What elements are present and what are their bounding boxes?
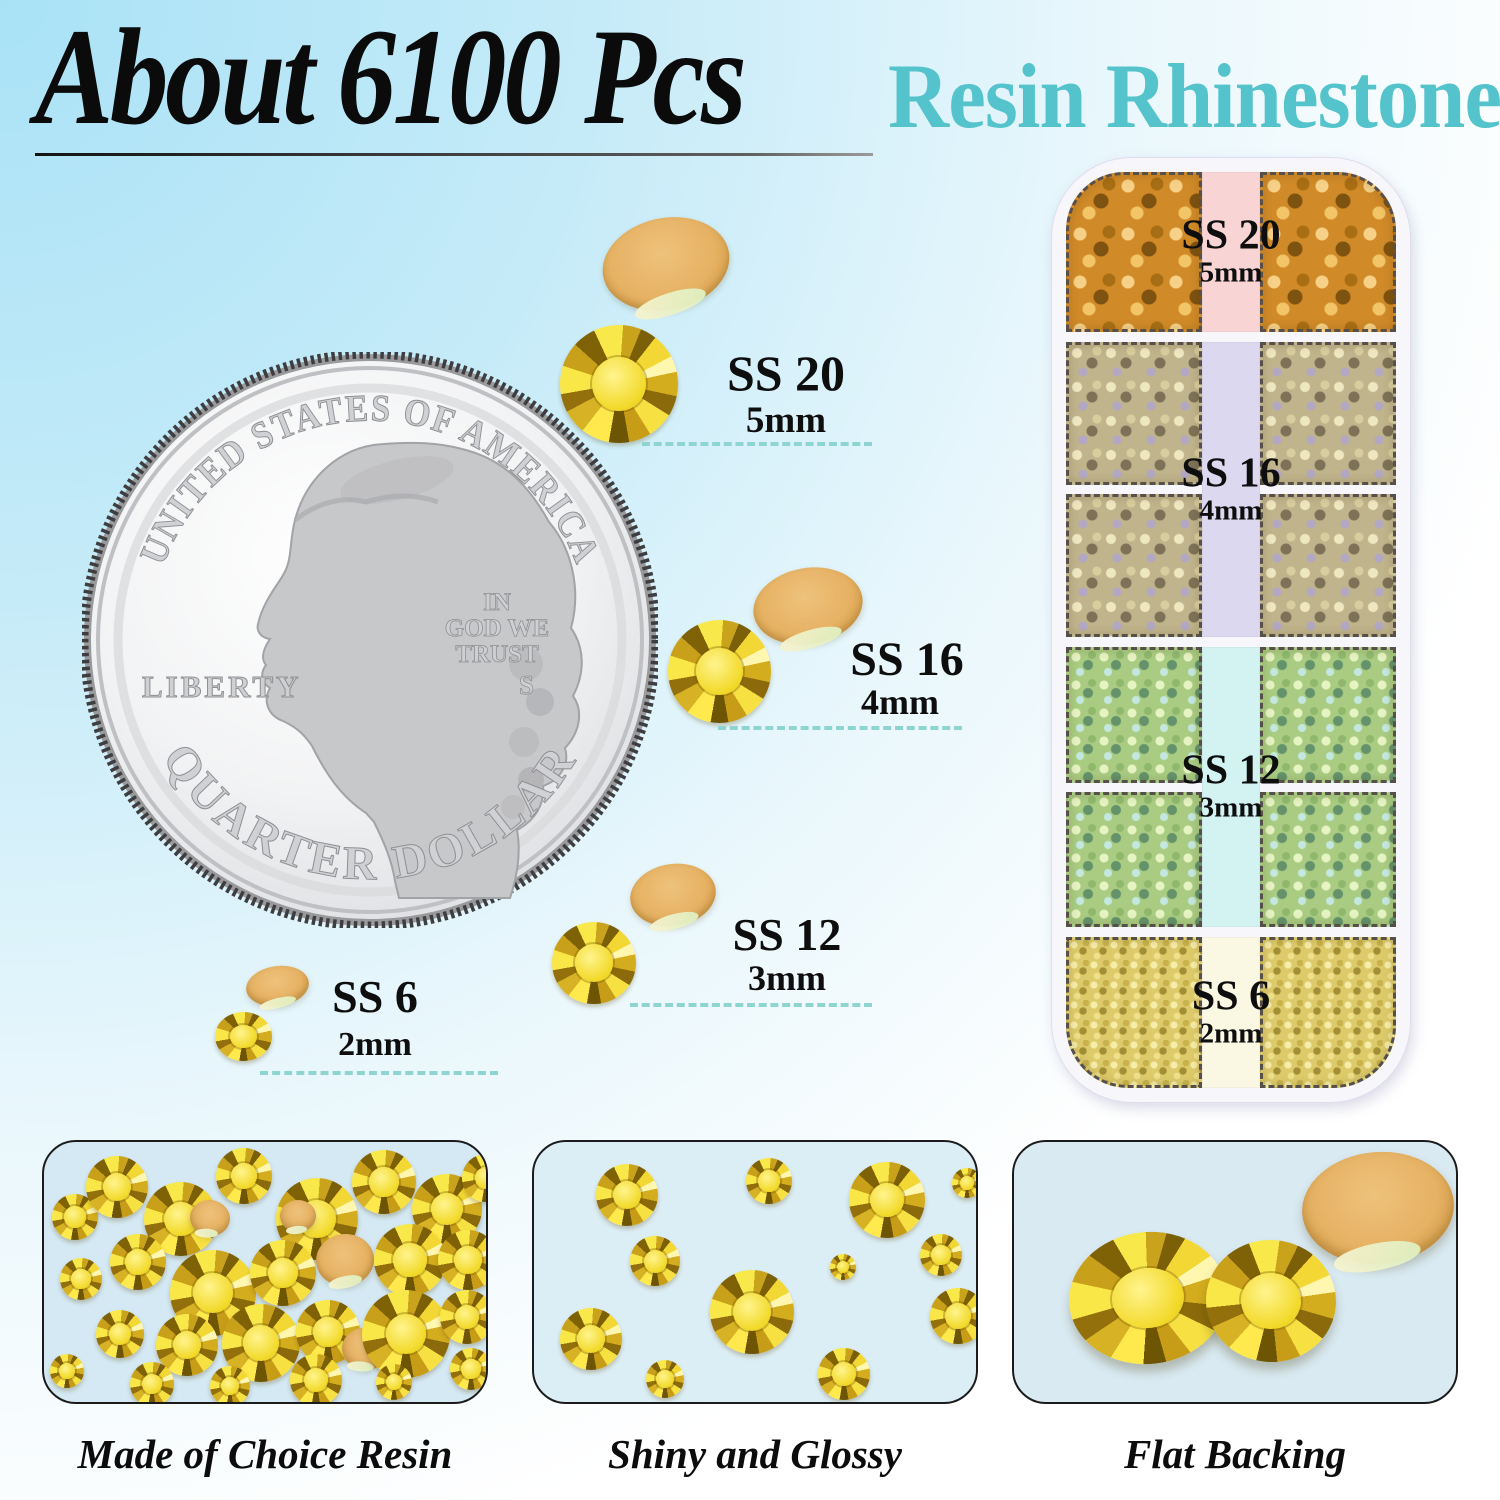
size-label: SS 16 [850, 633, 964, 686]
mm-label: 5mm [745, 400, 827, 441]
feature-photo-flatback [1012, 1140, 1458, 1404]
case-compartment [1066, 342, 1202, 485]
feature-photo-glossy [532, 1140, 978, 1404]
feature-caption-glossy: Shiny and Glossy [608, 1431, 902, 1477]
faceted-stone [560, 325, 678, 443]
case-strip-pink: SS 20 5mm [1181, 172, 1281, 332]
flat-back-stone [593, 205, 739, 323]
size-label: SS 12 [732, 909, 842, 960]
case-compartment [1066, 937, 1202, 1088]
page-subtitle: Resin Rhinestones [888, 45, 1500, 147]
case-section-ss12: SS 12 3mm [1066, 647, 1396, 927]
case-compartment [1066, 791, 1202, 927]
case-strip-cream: SS 6 2mm [1192, 937, 1270, 1088]
storage-case: SS 20 5mm SS 16 4mm [1052, 158, 1410, 1102]
coin-motto-line3: TRUST [455, 641, 539, 668]
feature-photo-resin [42, 1140, 488, 1404]
case-section-label: SS 16 4mm [1181, 449, 1281, 526]
feature-caption-flatback: Flat Backing [1123, 1431, 1347, 1477]
dashed-underline [642, 442, 872, 446]
case-section-label: SS 12 3mm [1181, 747, 1281, 824]
case-compartment [1260, 937, 1396, 1088]
case-compartment [1260, 494, 1396, 637]
faceted-stone [215, 1012, 272, 1061]
title-underline [35, 153, 873, 156]
case-section-ss6: SS 6 2mm [1066, 937, 1396, 1088]
case-compartment [1066, 647, 1202, 783]
quarter-coin-image: UNITED STATES OF AMERICA QUARTER DOLLAR … [82, 352, 658, 928]
case-strip-lavender: SS 16 4mm [1181, 342, 1281, 637]
page-title: About 6100 Pcs [35, 0, 747, 153]
dashed-underline [718, 726, 962, 730]
size-label: SS 20 [726, 345, 846, 401]
case-section-ss16: SS 16 4mm [1066, 342, 1396, 637]
faceted-stone [552, 922, 636, 1004]
case-compartment [1066, 494, 1202, 637]
case-strip-cyan: SS 12 3mm [1181, 647, 1281, 927]
feature-caption-resin: Made of Choice Resin [77, 1431, 453, 1477]
case-compartment [1260, 791, 1396, 927]
case-section-label: SS 20 5mm [1181, 212, 1281, 289]
mm-label: 3mm [748, 958, 826, 998]
case-section-label: SS 6 2mm [1191, 972, 1271, 1049]
coin-liberty-text: LIBERTY [142, 669, 301, 704]
coin-motto-line1: IN [483, 589, 511, 616]
coin-mint-mark: S [519, 670, 534, 700]
coin-motto-line2: GOD WE [445, 615, 549, 642]
coin-reeding [82, 352, 658, 928]
mm-label: 2mm [338, 1026, 412, 1063]
dashed-underline [260, 1071, 498, 1075]
size-label: SS 6 [332, 971, 418, 1022]
faceted-stone [668, 620, 771, 723]
case-compartment [1066, 172, 1202, 332]
case-compartment [1260, 172, 1396, 332]
case-section-ss20: SS 20 5mm [1066, 172, 1396, 332]
mm-label: 4mm [861, 682, 939, 722]
case-compartment [1260, 647, 1396, 783]
dashed-underline [630, 1003, 872, 1007]
washington-bust [256, 441, 583, 899]
case-compartment [1260, 342, 1396, 485]
